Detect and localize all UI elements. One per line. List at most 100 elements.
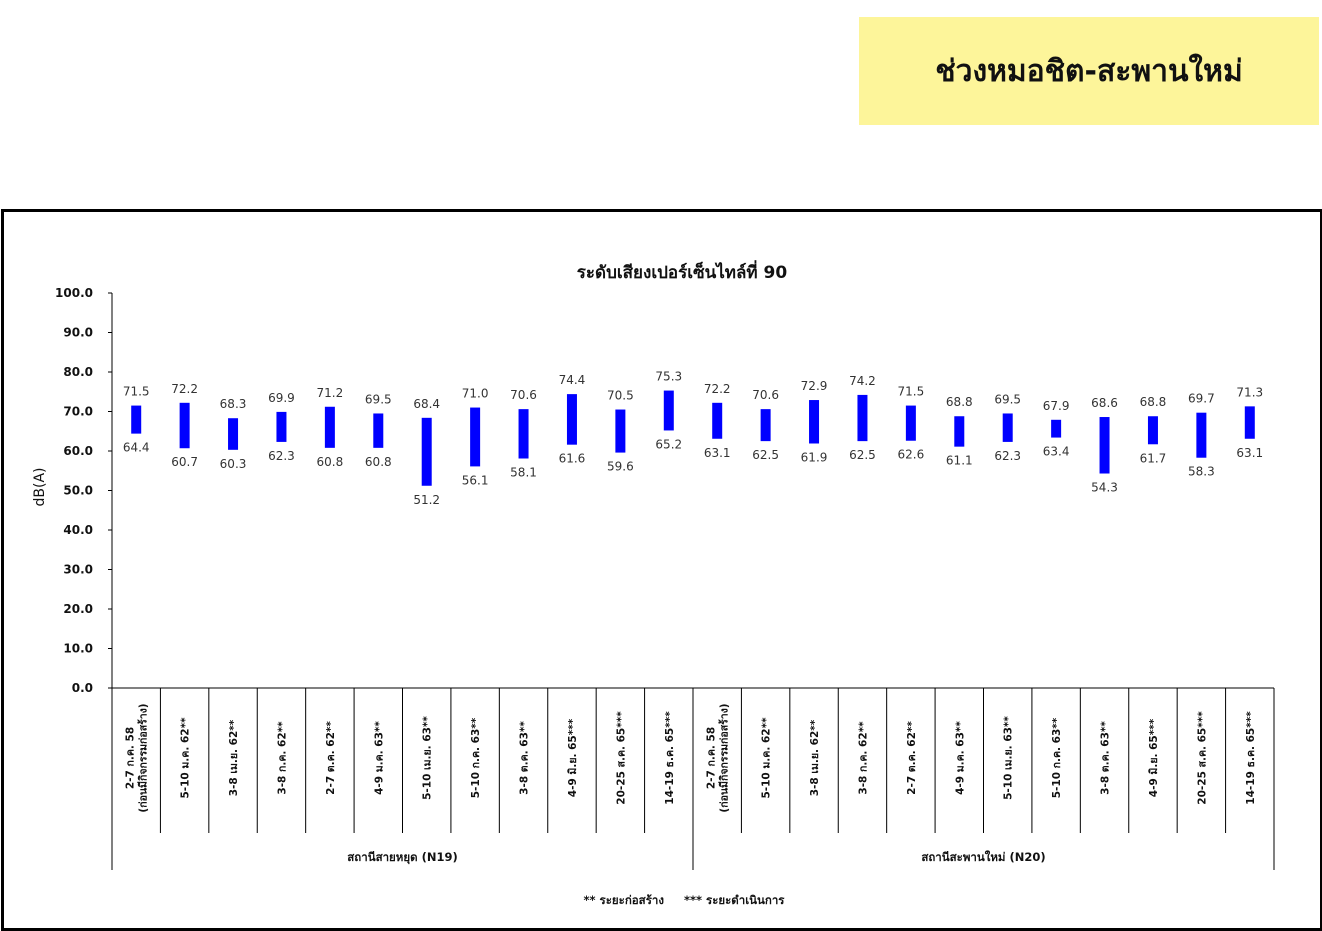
category-label-line: 5-10 ม.ค. 62**: [180, 717, 192, 799]
category-label: 5-10 เม.ย. 63**: [1003, 716, 1015, 800]
range-bar: [373, 413, 384, 448]
category-label: 2-7 ต.ค. 62**: [325, 721, 337, 795]
high-value-label: 71.0: [462, 387, 489, 401]
category-label-line: 14-19 ธ.ค. 65***: [1245, 711, 1257, 805]
high-value-label: 72.2: [704, 382, 731, 396]
low-value-label: 61.6: [559, 452, 586, 466]
group-label: สถานีสะพานใหม่ (N20): [921, 850, 1045, 864]
low-value-label: 60.8: [317, 455, 344, 469]
low-value-label: 61.9: [801, 450, 828, 464]
low-value-label: 61.7: [1140, 451, 1167, 465]
low-value-label: 63.1: [704, 446, 731, 460]
category-label: 20-25 ส.ค. 65***: [615, 711, 627, 805]
range-bar: [228, 418, 239, 450]
range-bar: [1002, 413, 1013, 442]
y-tick-label: 50.0: [63, 484, 93, 498]
category-label-line: 3-8 เม.ย. 62**: [228, 719, 240, 796]
low-value-label: 54.3: [1091, 481, 1118, 495]
category-label: 5-10 ก.ค. 63**: [470, 717, 482, 798]
category-label: 3-8 ก.ค. 62**: [857, 721, 869, 795]
low-value-label: 60.3: [220, 457, 247, 471]
range-bar: [905, 405, 916, 441]
y-tick-label: 100.0: [55, 286, 93, 300]
category-label-line: 3-8 ก.ค. 62**: [276, 721, 288, 795]
y-tick-label: 30.0: [63, 563, 93, 577]
high-value-label: 70.6: [510, 388, 537, 402]
high-value-label: 67.9: [1043, 399, 1070, 413]
category-label: 3-8 ต.ค. 63**: [519, 721, 531, 795]
high-value-label: 72.2: [171, 382, 198, 396]
category-label-line: 3-8 เม.ย. 62**: [809, 719, 821, 796]
category-label: 2-7 ต.ค. 62**: [906, 721, 918, 795]
low-value-label: 56.1: [462, 473, 489, 487]
category-label: 14-19 ธ.ค. 65***: [664, 711, 676, 805]
high-value-label: 74.2: [849, 374, 876, 388]
range-bar: [663, 390, 674, 431]
section-banner: ช่วงหมอชิต-สะพานใหม่: [859, 17, 1319, 125]
y-tick-label: 40.0: [63, 523, 93, 537]
category-label-line: 4-9 มิ.ย. 65***: [1148, 718, 1160, 797]
range-bar: [809, 400, 820, 444]
chart-footnote: ** ระยะก่อสร้าง *** ระยะดำเนินการ: [584, 893, 786, 907]
low-value-label: 58.3: [1188, 465, 1215, 479]
range-bar: [760, 409, 771, 442]
category-label: 3-8 ต.ค. 63**: [1100, 721, 1112, 795]
range-bar: [421, 417, 432, 486]
category-label-line: 3-8 ต.ค. 63**: [1100, 721, 1112, 795]
range-bar: [324, 406, 335, 448]
category-label: 20-25 ส.ค. 65***: [1196, 711, 1208, 805]
category-label: 2-7 ก.ค. 58(ก่อนมีกิจกรรมก่อสร้าง): [125, 703, 150, 812]
low-value-label: 62.6: [898, 448, 925, 462]
low-value-label: 62.3: [994, 449, 1021, 463]
category-label-line: (ก่อนมีกิจกรรมก่อสร้าง): [137, 703, 150, 812]
low-value-label: 62.5: [849, 448, 876, 462]
range-bar: [179, 402, 190, 449]
low-value-label: 59.6: [607, 460, 634, 474]
y-axis-label: dB(A): [32, 468, 48, 507]
group-label: สถานีสายหยุด (N19): [347, 850, 457, 865]
high-value-label: 72.9: [801, 379, 828, 393]
category-label-line: 2-7 ก.ค. 58: [125, 727, 137, 789]
low-value-label: 60.7: [171, 455, 198, 469]
category-label: 4-9 มิ.ย. 65***: [567, 718, 579, 797]
high-value-label: 74.4: [559, 373, 586, 387]
high-value-label: 69.9: [268, 391, 295, 405]
range-bar: [712, 402, 723, 439]
category-label: 14-19 ธ.ค. 65***: [1245, 711, 1257, 805]
category-label-line: 2-7 ต.ค. 62**: [906, 721, 918, 795]
high-value-label: 70.5: [607, 389, 634, 403]
category-label: 5-10 ม.ค. 62**: [761, 717, 773, 799]
low-value-label: 62.5: [752, 448, 779, 462]
y-tick-label: 90.0: [63, 326, 93, 340]
range-bar: [1147, 416, 1158, 445]
category-label: 5-10 เม.ย. 63**: [422, 716, 434, 800]
category-label-line: 20-25 ส.ค. 65***: [1196, 711, 1208, 805]
section-title: ช่วงหมอชิต-สะพานใหม่: [935, 53, 1243, 89]
y-tick-label: 10.0: [63, 642, 93, 656]
category-label-line: (ก่อนมีกิจกรรมก่อสร้าง): [718, 703, 731, 812]
high-value-label: 71.5: [898, 385, 925, 399]
low-value-label: 63.1: [1236, 446, 1263, 460]
plot-area: 0.0 10.0 20.0 30.0 40.0 50.0 60.0 70.0 80.0 90.0 1…: [55, 286, 1275, 870]
category-label: 4-9 มิ.ย. 65***: [1148, 718, 1160, 797]
y-tick-label: 80.0: [63, 365, 93, 379]
low-value-label: 61.1: [946, 454, 973, 468]
category-label: 3-8 ก.ค. 62**: [276, 721, 288, 795]
low-value-label: 58.1: [510, 466, 537, 480]
high-value-label: 68.6: [1091, 396, 1118, 410]
range-bar: [1051, 419, 1062, 438]
category-label-line: 14-19 ธ.ค. 65***: [664, 711, 676, 805]
high-value-label: 68.8: [1140, 395, 1167, 409]
range-bar: [566, 394, 577, 445]
category-label-line: 3-8 ต.ค. 63**: [519, 721, 531, 795]
high-value-label: 75.3: [655, 370, 682, 384]
high-value-label: 68.3: [220, 397, 247, 411]
high-value-label: 69.5: [994, 392, 1021, 406]
range-bar: [518, 409, 529, 459]
category-label-line: 5-10 ก.ค. 63**: [470, 717, 482, 798]
category-label-line: 20-25 ส.ค. 65***: [615, 711, 627, 805]
low-value-label: 63.4: [1043, 445, 1070, 459]
category-label: 5-10 ก.ค. 63**: [1051, 717, 1063, 798]
y-tick-label: 70.0: [63, 405, 93, 419]
